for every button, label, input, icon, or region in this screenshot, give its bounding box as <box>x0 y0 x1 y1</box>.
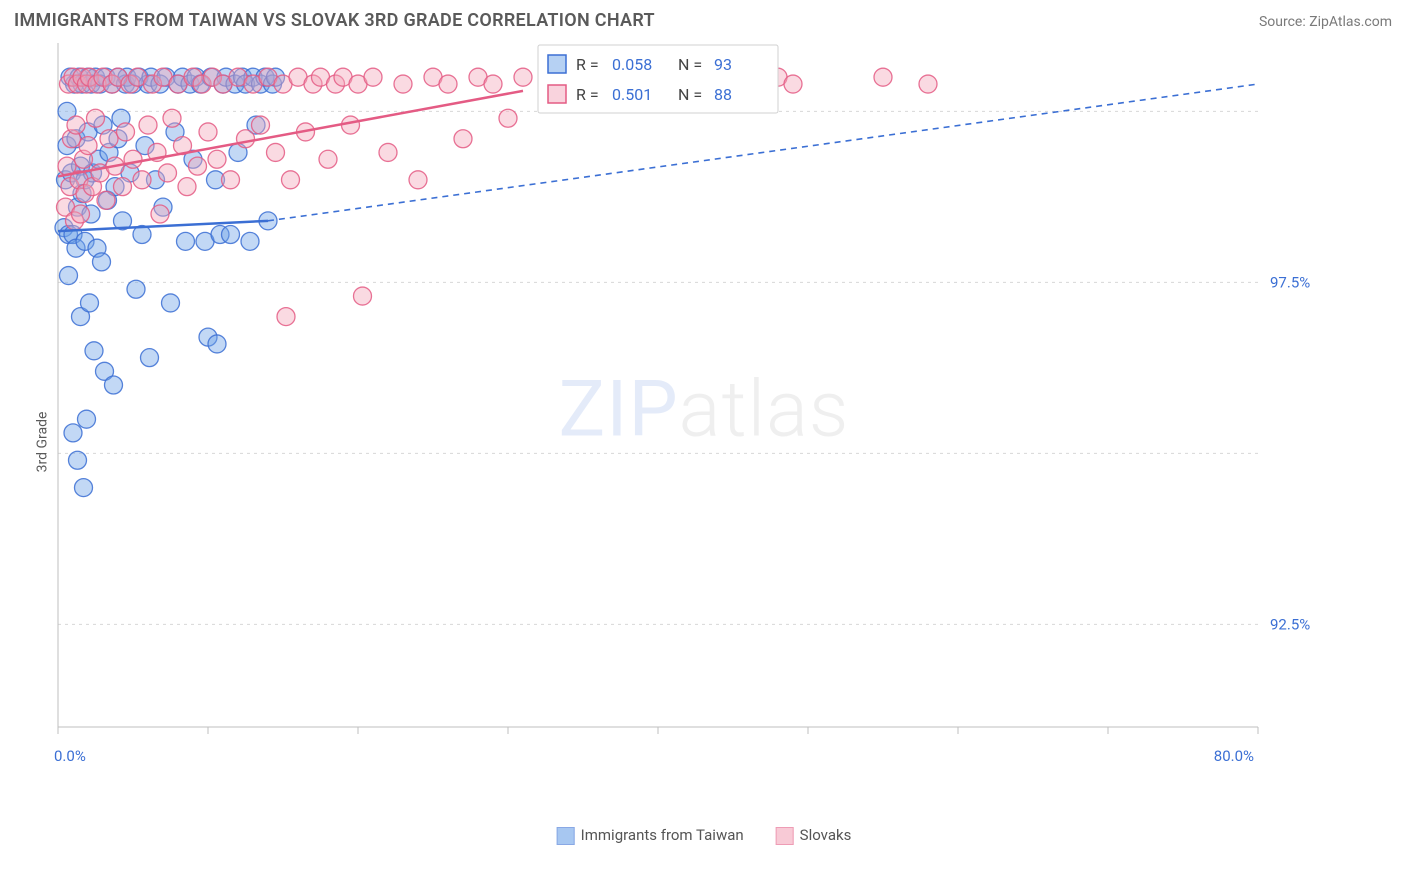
scatter-point <box>222 171 240 189</box>
scatter-point <box>282 171 300 189</box>
legend-r-label: R = <box>576 85 599 104</box>
scatter-point <box>72 205 90 223</box>
scatter-point <box>208 335 226 353</box>
source-label: Source: ZipAtlas.com <box>1259 14 1392 30</box>
scatter-point <box>162 294 180 312</box>
scatter-point <box>79 137 97 155</box>
y-tick-label: 97.5% <box>1270 273 1310 291</box>
scatter-point <box>75 479 93 497</box>
scatter-point <box>364 68 382 86</box>
legend-n-label: N = <box>678 85 702 104</box>
scatter-point <box>222 226 240 244</box>
legend-r-value: 0.058 <box>612 55 652 74</box>
scatter-plot: 92.5% 97.5% 0.0% 80.0% R = 0.058 N = 93 R = 0.501… <box>48 37 1328 777</box>
scatter-point <box>159 164 177 182</box>
scatter-point <box>81 294 99 312</box>
legend-n-label: N = <box>678 55 702 74</box>
bottom-legend: Immigrants from Taiwan Slovaks <box>557 826 852 845</box>
legend-n-value: 88 <box>714 85 732 104</box>
scatter-point <box>874 68 892 86</box>
scatter-point <box>439 75 457 93</box>
legend-r-label: R = <box>576 55 599 74</box>
scatter-point <box>454 130 472 148</box>
scatter-point <box>133 171 151 189</box>
scatter-point <box>93 253 111 271</box>
scatter-point <box>97 191 115 209</box>
chart-container: 3rd Grade ZIPatlas 92.5%97.5%0.0%80.0%R … <box>14 37 1394 847</box>
legend-swatch <box>776 827 794 845</box>
legend-n-value: 93 <box>714 55 732 74</box>
scatter-point <box>277 308 295 326</box>
scatter-point <box>114 178 132 196</box>
scatter-point <box>64 424 82 442</box>
scatter-point <box>514 68 532 86</box>
scatter-point <box>117 123 135 141</box>
legend-panel <box>538 45 778 113</box>
scatter-point <box>177 232 195 250</box>
legend-label: Slovaks <box>800 826 852 844</box>
legend-swatch <box>557 827 575 845</box>
legend-label: Immigrants from Taiwan <box>581 826 744 844</box>
y-tick-label: 92.5% <box>1270 615 1310 633</box>
scatter-point <box>67 116 85 134</box>
scatter-point <box>784 75 802 93</box>
scatter-point <box>139 116 157 134</box>
legend-item: Immigrants from Taiwan <box>557 826 744 845</box>
scatter-point <box>127 280 145 298</box>
scatter-point <box>60 267 78 285</box>
legend-swatch <box>548 85 566 103</box>
chart-title: IMMIGRANTS FROM TAIWAN VS SLOVAK 3RD GRA… <box>14 10 655 31</box>
scatter-point <box>87 109 105 127</box>
legend-r-value: 0.501 <box>612 85 652 104</box>
scatter-point <box>252 116 270 134</box>
scatter-point <box>237 130 255 148</box>
x-tick-label: 80.0% <box>1214 747 1254 765</box>
scatter-point <box>85 342 103 360</box>
scatter-point <box>342 116 360 134</box>
scatter-point <box>141 349 159 367</box>
scatter-point <box>267 143 285 161</box>
scatter-point <box>499 109 517 127</box>
scatter-point <box>919 75 937 93</box>
scatter-point <box>319 150 337 168</box>
scatter-point <box>163 109 181 127</box>
legend-item: Slovaks <box>776 826 852 845</box>
scatter-point <box>379 143 397 161</box>
x-tick-label: 0.0% <box>54 747 86 765</box>
scatter-point <box>409 171 427 189</box>
scatter-point <box>151 205 169 223</box>
scatter-point <box>208 150 226 168</box>
scatter-point <box>354 287 372 305</box>
scatter-point <box>189 157 207 175</box>
scatter-point <box>105 376 123 394</box>
scatter-point <box>178 178 196 196</box>
scatter-point <box>394 75 412 93</box>
scatter-point <box>199 123 217 141</box>
legend-swatch <box>548 55 566 73</box>
scatter-point <box>100 130 118 148</box>
scatter-point <box>78 410 96 428</box>
scatter-point <box>124 150 142 168</box>
scatter-point <box>69 451 87 469</box>
scatter-point <box>484 75 502 93</box>
scatter-point <box>241 232 259 250</box>
